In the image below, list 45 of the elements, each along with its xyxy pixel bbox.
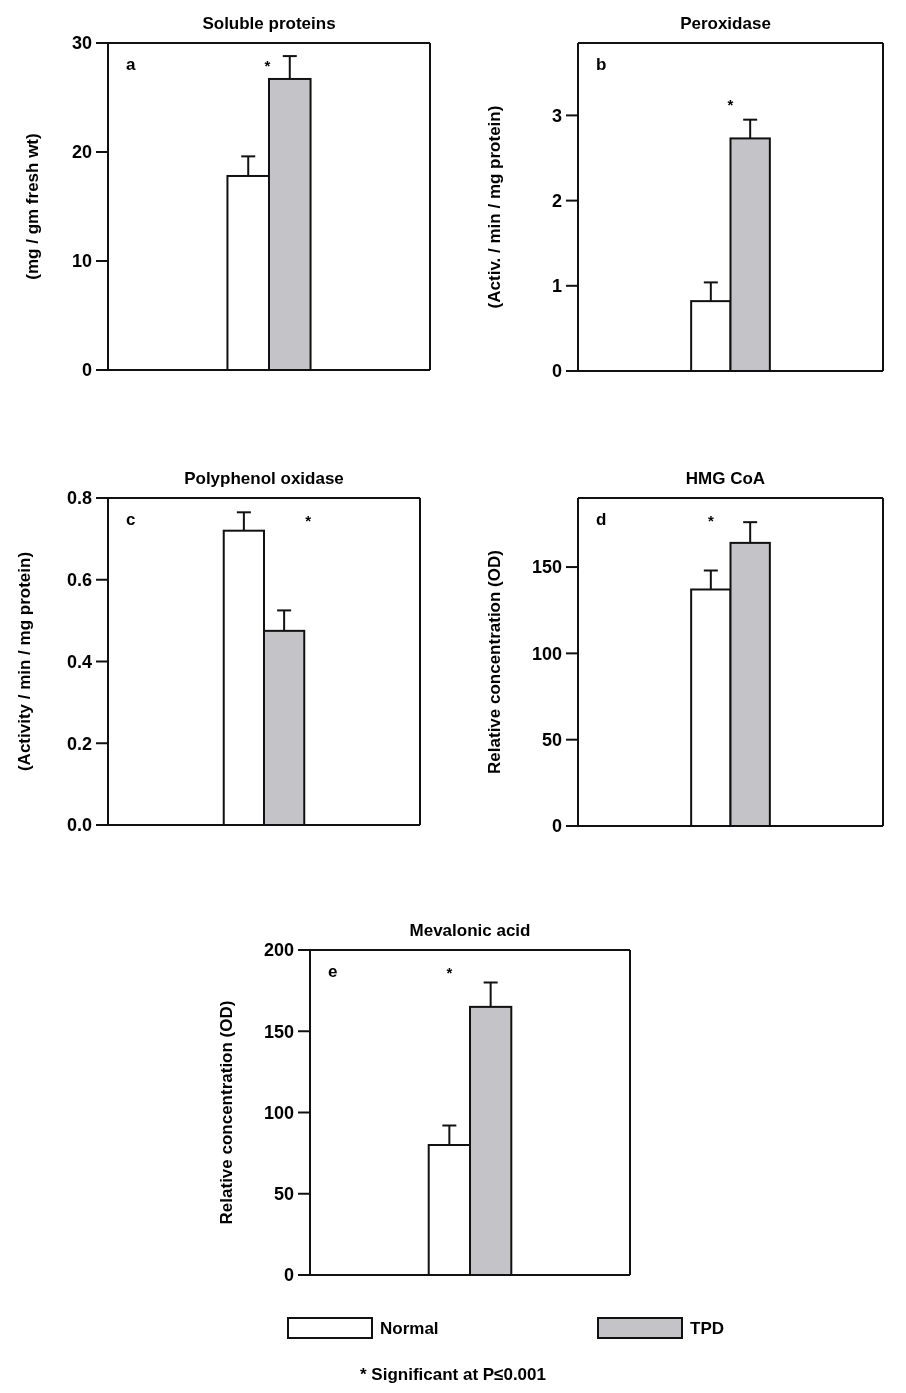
- y-tick-label: 3: [551, 105, 562, 126]
- y-axis-title: (mg / gm fresh wt): [23, 133, 42, 280]
- y-tick-label: 10: [71, 251, 92, 272]
- chart-title: Peroxidase: [680, 14, 771, 33]
- annotation: *: [707, 512, 714, 529]
- y-tick-label: 20: [71, 142, 92, 163]
- y-axis-title: Relative concentration (OD): [485, 550, 504, 774]
- y-axis-title: (Activity / min / mg protein): [15, 551, 34, 772]
- y-tick-label: 0.6: [66, 570, 92, 591]
- y-tick-label: 1: [551, 276, 562, 297]
- legend-label: Normal: [380, 1319, 439, 1338]
- y-tick-label: 0: [551, 361, 562, 382]
- y-tick-label: 0: [551, 816, 562, 837]
- annotation: *: [264, 57, 271, 74]
- y-tick-label: 100: [531, 643, 562, 664]
- text: * Significant at P≤0.001: [359, 1365, 547, 1384]
- annotation: e: [328, 962, 338, 981]
- chart-title: HMG CoA: [685, 469, 766, 488]
- y-axis-title: (Activ. / min / mg protein): [485, 105, 504, 309]
- y-tick-label: 50: [541, 729, 562, 750]
- annotation: *: [446, 964, 453, 981]
- legend-label: TPD: [690, 1319, 724, 1338]
- y-tick-label: 150: [263, 1021, 294, 1042]
- annotation: c: [126, 510, 136, 529]
- annotation: *: [305, 512, 312, 529]
- annotation: a: [126, 55, 136, 74]
- y-tick-label: 2: [551, 190, 562, 211]
- y-tick-label: 150: [531, 557, 562, 578]
- y-tick-label: 30: [71, 33, 92, 54]
- y-axis-title: Relative concentration (OD): [217, 1000, 236, 1225]
- annotation: d: [596, 510, 607, 529]
- annotation: *: [727, 95, 734, 113]
- y-tick-label: 0.4: [66, 651, 92, 672]
- y-tick-label: 0.0: [66, 815, 92, 836]
- y-tick-label: 0.2: [66, 733, 92, 754]
- y-tick-label: 50: [273, 1184, 294, 1205]
- y-tick-label: 0.8: [66, 488, 92, 509]
- annotation: b: [596, 55, 607, 74]
- chart-title: Polyphenol oxidase: [184, 469, 344, 488]
- y-tick-label: 0: [283, 1265, 294, 1286]
- y-tick-label: 200: [263, 940, 294, 961]
- chart-title: Mevalonic acid: [409, 921, 531, 940]
- y-tick-label: 100: [263, 1102, 294, 1123]
- y-tick-label: 0: [81, 360, 92, 381]
- chart-title: Soluble proteins: [202, 14, 336, 33]
